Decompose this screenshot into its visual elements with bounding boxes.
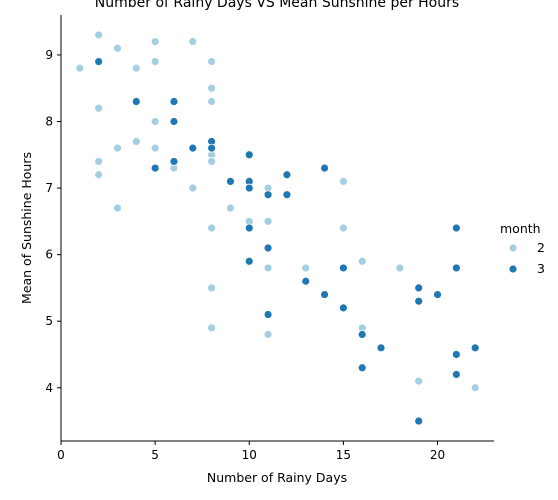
- data-point-month-2: [188, 183, 198, 193]
- x-tick-label: 5: [151, 448, 159, 462]
- legend-marker-3: [508, 264, 518, 274]
- legend-label-3: 3: [537, 261, 545, 276]
- x-ticks: 0 5 10 15 20: [57, 441, 445, 462]
- y-tick-label: 6: [45, 248, 53, 262]
- data-point-month-2: [263, 330, 273, 339]
- data-point-month-3: [226, 177, 235, 186]
- data-point-month-3: [376, 343, 386, 353]
- data-point-month-3: [320, 163, 329, 173]
- x-tick-label: 15: [336, 448, 351, 462]
- data-point-month-3: [357, 330, 367, 339]
- y-ticks: 4 5 6 7 8 9: [45, 48, 61, 395]
- x-tick-label: 20: [430, 448, 445, 462]
- data-point-month-2: [94, 103, 104, 113]
- data-point-month-3: [263, 310, 273, 319]
- data-point-month-3: [150, 163, 160, 173]
- legend-marker-2: [508, 243, 518, 253]
- data-point-month-3: [451, 370, 461, 379]
- data-point-month-2: [150, 37, 160, 47]
- data-point-month-3: [169, 97, 179, 106]
- data-point-month-3: [414, 416, 424, 426]
- x-axis-label: Number of Rainy Days: [207, 470, 347, 485]
- data-point-month-2: [188, 37, 198, 47]
- data-point-month-2: [75, 63, 85, 73]
- y-axis-label: Mean of Sunshine Hours: [19, 152, 34, 304]
- data-point-month-2: [150, 57, 160, 66]
- data-point-month-2: [131, 137, 141, 146]
- data-point-month-2: [113, 203, 122, 213]
- data-point-month-2: [301, 263, 311, 273]
- data-point-month-2: [207, 83, 217, 93]
- legend-label-2: 2: [537, 240, 545, 255]
- data-point-month-2: [94, 30, 104, 40]
- data-point-month-2: [207, 283, 217, 293]
- legend-items: 23: [508, 240, 545, 276]
- data-point-month-3: [301, 276, 311, 286]
- data-point-month-2: [207, 97, 217, 106]
- legend-title: month: [500, 221, 541, 236]
- data-point-month-2: [207, 57, 217, 66]
- data-point-month-2: [470, 383, 480, 393]
- data-point-month-3: [338, 263, 348, 273]
- data-point-month-2: [395, 263, 405, 273]
- data-point-month-2: [94, 157, 104, 166]
- data-point-month-2: [150, 117, 160, 126]
- data-point-month-3: [470, 343, 480, 353]
- y-tick-label: 7: [45, 181, 53, 195]
- data-point-month-3: [357, 363, 367, 373]
- data-point-month-2: [226, 203, 235, 213]
- data-point-month-2: [94, 170, 104, 180]
- data-point-month-3: [282, 170, 292, 180]
- data-point-month-3: [414, 296, 424, 306]
- data-point-month-2: [207, 157, 217, 166]
- chart-title: Number of Rainy Days VS Mean Sunshine pe…: [95, 0, 459, 11]
- data-point-month-2: [207, 323, 217, 333]
- data-point-month-3: [131, 97, 141, 106]
- data-point-month-3: [169, 157, 179, 166]
- data-point-month-3: [414, 283, 424, 293]
- data-point-month-3: [207, 143, 217, 153]
- data-point-month-2: [113, 43, 122, 53]
- x-tick-label: 0: [57, 448, 65, 462]
- x-tick-label: 10: [242, 448, 257, 462]
- data-point-month-2: [338, 223, 348, 233]
- data-point-month-2: [357, 256, 367, 266]
- y-tick-label: 4: [45, 381, 53, 395]
- data-point-month-3: [244, 256, 254, 266]
- data-point-month-2: [150, 143, 160, 153]
- data-point-month-3: [94, 57, 104, 66]
- data-point-month-2: [263, 263, 273, 273]
- data-point-month-3: [263, 190, 273, 200]
- data-point-month-3: [451, 263, 461, 273]
- data-point-month-3: [433, 290, 442, 299]
- y-tick-label: 8: [45, 115, 53, 129]
- data-point-month-2: [414, 376, 424, 386]
- data-point-month-2: [263, 216, 273, 226]
- data-point-month-3: [338, 303, 348, 313]
- data-point-month-3: [244, 150, 254, 160]
- data-point-month-3: [451, 350, 461, 359]
- data-point-month-3: [244, 223, 254, 233]
- y-tick-label: 5: [45, 314, 53, 328]
- data-point-month-3: [263, 243, 273, 253]
- data-point-month-2: [131, 63, 141, 73]
- data-point-month-3: [188, 143, 198, 153]
- data-point-month-3: [169, 117, 179, 126]
- y-tick-label: 9: [45, 48, 53, 62]
- points-layer: [75, 30, 480, 426]
- data-point-month-3: [451, 223, 461, 233]
- data-point-month-2: [207, 223, 217, 233]
- legend: month 23: [500, 221, 545, 276]
- data-point-month-3: [244, 183, 254, 193]
- data-point-month-2: [338, 177, 348, 186]
- data-point-month-2: [113, 143, 122, 153]
- data-point-month-3: [282, 190, 292, 200]
- data-point-month-3: [320, 290, 329, 299]
